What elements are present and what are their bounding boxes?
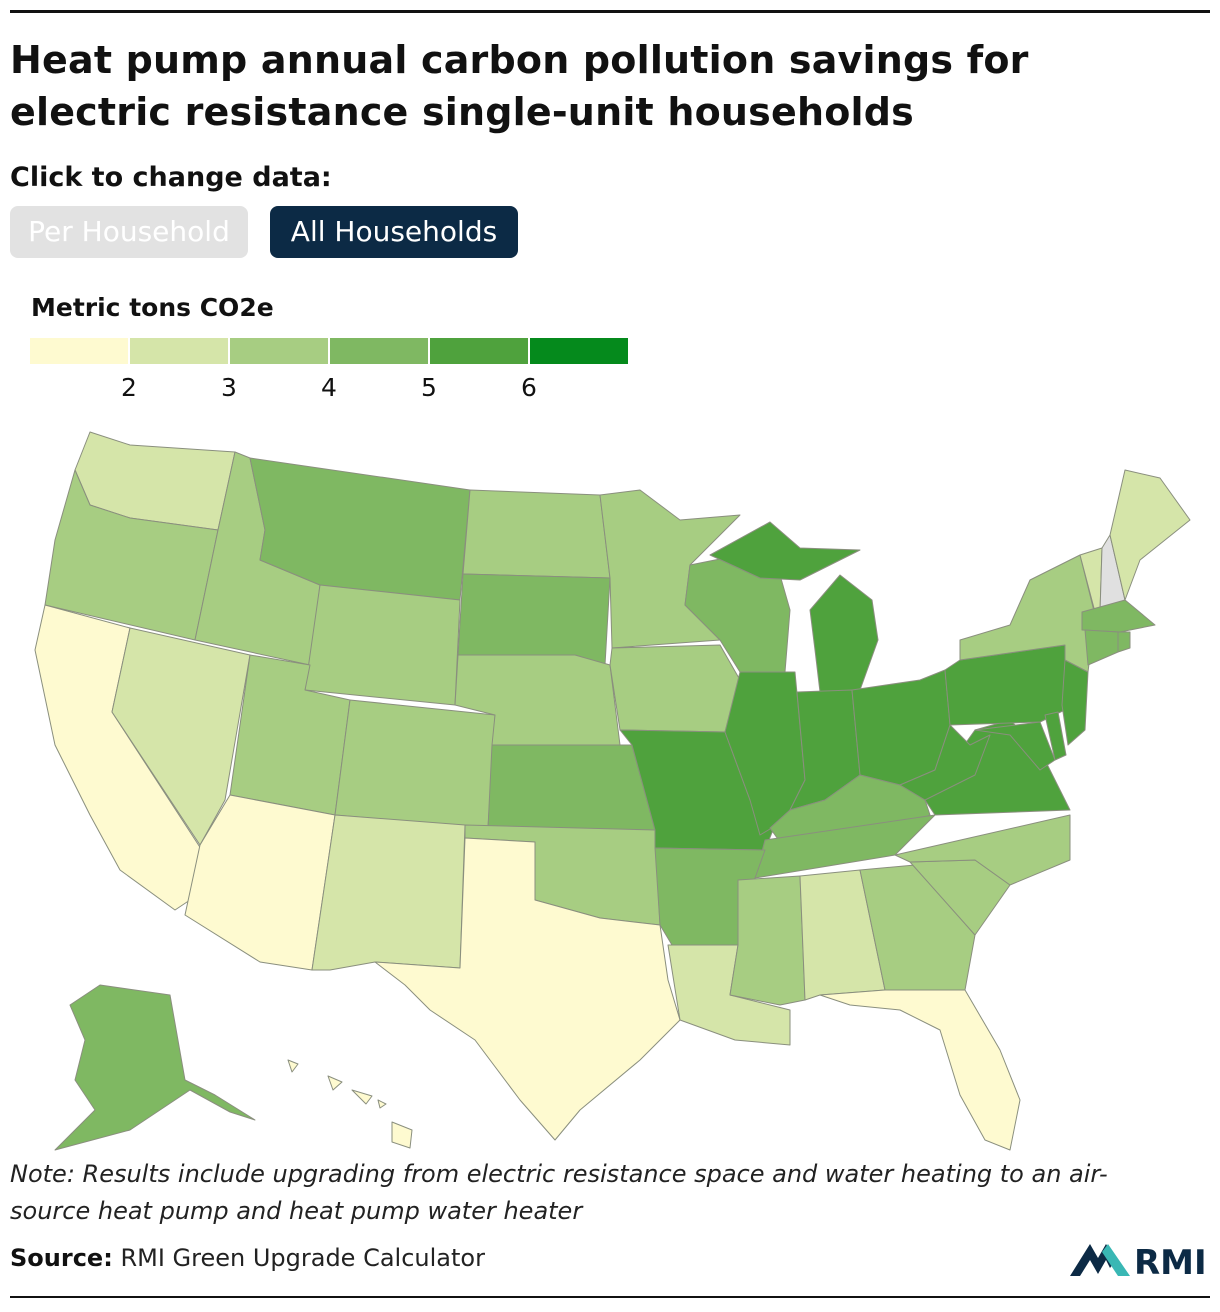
state-SD[interactable]: [457, 573, 611, 666]
legend-tick-label: 3: [221, 373, 237, 402]
state-DE[interactable]: [1044, 711, 1067, 761]
legend-tick-label: 2: [121, 373, 137, 402]
source-text: RMI Green Upgrade Calculator: [120, 1244, 485, 1272]
state-TX[interactable]: [374, 837, 681, 1141]
state-RI[interactable]: [1117, 631, 1131, 653]
state-MI[interactable]: [709, 521, 879, 693]
state-GA[interactable]: [859, 864, 976, 991]
legend-swatch-0: [30, 338, 128, 364]
top-rule: [10, 10, 1210, 13]
state-AK[interactable]: [54, 984, 256, 1151]
state-NM[interactable]: [311, 814, 466, 971]
source-line: Source: RMI Green Upgrade Calculator: [10, 1244, 485, 1272]
chart-note: Note: Results include upgrading from ele…: [10, 1160, 1108, 1225]
state-MS[interactable]: [729, 875, 806, 1006]
legend-tick-label: 6: [521, 373, 537, 402]
state-NC[interactable]: [894, 814, 1071, 886]
source-label: Source:: [10, 1244, 113, 1272]
state-ME[interactable]: [1109, 469, 1191, 601]
legend-title: Metric tons CO2e: [31, 293, 274, 322]
rmi-logo: RMI: [1070, 1243, 1207, 1280]
state-WV[interactable]: [899, 724, 991, 801]
state-HI[interactable]: [287, 1059, 413, 1149]
state-MA[interactable]: [1081, 599, 1156, 633]
state-IA[interactable]: [609, 644, 741, 733]
all-households-button[interactable]: All Households: [270, 206, 518, 258]
legend-swatch-2: [230, 338, 328, 364]
state-KS[interactable]: [487, 744, 656, 831]
legend-tick-label: 4: [321, 373, 337, 402]
state-ND[interactable]: [462, 489, 611, 579]
rmi-logo-accent: [1102, 1244, 1130, 1276]
data-toggle-prompt: Click to change data:: [10, 162, 332, 193]
state-WY[interactable]: [304, 584, 461, 706]
legend-tick-label: 5: [421, 373, 437, 402]
state-CT[interactable]: [1084, 629, 1119, 666]
legend-swatch-3: [330, 338, 428, 364]
chart-title: Heat pump annual carbon pollution saving…: [10, 38, 1029, 134]
bottom-rule: [10, 1296, 1210, 1298]
legend-swatch-1: [130, 338, 228, 364]
rmi-logo-text: RMI: [1134, 1243, 1207, 1280]
state-CO[interactable]: [334, 699, 496, 829]
legend-swatch-4: [430, 338, 528, 364]
us-choropleth-map: [34, 431, 1191, 1151]
state-MD[interactable]: [974, 721, 1056, 771]
per-household-button[interactable]: Per Household: [10, 206, 248, 258]
color-legend: 2 3 4 5 6: [30, 338, 628, 402]
legend-swatch-5: [530, 338, 628, 364]
state-NV[interactable]: [111, 627, 251, 846]
state-FL[interactable]: [819, 989, 1021, 1151]
state-NJ[interactable]: [1061, 659, 1089, 746]
